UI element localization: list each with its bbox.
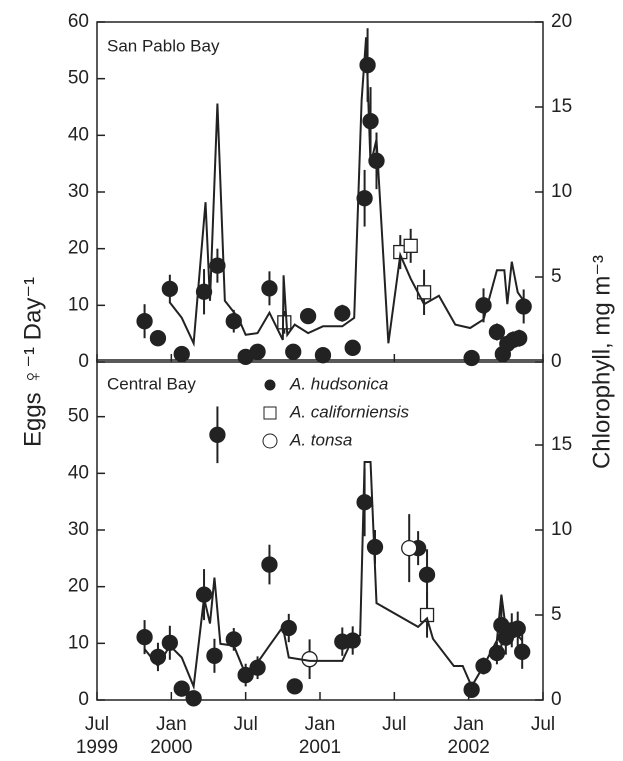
data-point [314,347,332,364]
x-tick-label: Jul [234,714,258,735]
data-point [249,343,266,360]
y2-tick-label: 5 [551,604,562,625]
data-point [161,634,178,651]
x-tick-label-line: 2000 [150,737,192,758]
data-point [161,280,178,298]
y-tick-label: 20 [68,576,89,597]
y2-tick-label: 10 [551,519,572,540]
y-tick-label: 50 [68,406,89,427]
y2-tick-label: 15 [551,96,572,117]
data-point [511,330,528,347]
y-tick-label: 30 [68,519,89,540]
chlorophyll-line [169,37,525,348]
y-tick-label: 20 [68,238,89,259]
legend-label: A. tonsa [289,430,352,449]
x-tick-label: Jan 2001 [299,714,341,758]
data-point [261,556,278,573]
y-tick-label: 50 [68,68,89,89]
y-tick-label: 40 [68,124,89,145]
y-tick-label: 0 [78,689,89,710]
data-point [136,313,153,330]
x-tick-label-line: Jul [234,714,258,735]
x-tick-label: Jul 1999 [76,714,118,758]
x-tick-label: Jan 2000 [150,714,192,758]
data-point [185,690,202,707]
y2-axis-label: Chlorophyll, mg m⁻³ [588,255,615,469]
y-tick-label: 30 [68,181,89,202]
data-point [173,680,190,697]
y2-tick-label: 20 [551,11,572,32]
x-tick-label: Jul [382,714,406,735]
data-point [209,426,226,443]
x-tick-label: Jul [531,714,555,735]
panel-title: San Pablo Bay [107,36,220,55]
data-point [356,190,373,207]
data-point [514,643,531,660]
y-tick-label: 0 [78,351,89,372]
data-point [206,647,223,664]
data-point [401,539,418,557]
chlorophyll-line [143,461,523,691]
data-point [249,659,266,676]
data-point [403,238,418,253]
y-axis-label: Eggs ♀⁻¹ Day⁻¹ [19,277,46,447]
data-point [173,345,190,363]
y-tick-label: 60 [68,11,89,32]
data-point [136,628,153,646]
data-point [362,113,379,130]
data-point [285,343,302,360]
y2-tick-label: 10 [551,181,572,202]
data-point [463,681,480,698]
data-point [515,298,532,315]
y2-tick-label: 5 [551,266,562,287]
x-tick-label-line: 2001 [299,737,341,758]
data-point [299,307,317,325]
x-tick-label-line: Jan [305,714,336,735]
data-point [463,349,480,367]
data-point [334,305,351,322]
x-tick-label-line: 1999 [76,737,118,758]
x-tick-label-line: Jul [382,714,406,735]
data-point [488,323,506,341]
legend-marker [262,433,278,449]
y2-tick-label: 0 [551,351,562,372]
legend-label: A. californiensis [289,402,410,421]
y2-tick-label: 0 [551,689,562,710]
legend-marker [264,379,276,391]
data-point [149,330,167,347]
data-point [286,678,303,695]
legend-label: A. hudsonica [289,374,388,393]
plot-frame [96,21,544,363]
data-point [209,257,226,274]
data-point [195,283,213,300]
panel-title: Central Bay [107,374,196,393]
legend-marker [263,406,277,420]
y-tick-label: 10 [68,294,89,315]
y2-tick-label: 15 [551,434,572,455]
y-tick-label: 40 [68,462,89,483]
x-tick-label-line: Jan [156,714,187,735]
x-tick-label-line: Jul [531,714,555,735]
x-tick-label-line: Jan [453,714,484,735]
y-tick-label: 10 [68,632,89,653]
x-tick-label: Jan 2002 [448,714,490,758]
data-point [344,339,361,356]
data-point [418,566,436,583]
x-tick-label-line: Jul [85,714,109,735]
data-point [277,315,292,330]
x-tick-label-line: 2002 [448,737,490,758]
data-point [261,280,278,297]
